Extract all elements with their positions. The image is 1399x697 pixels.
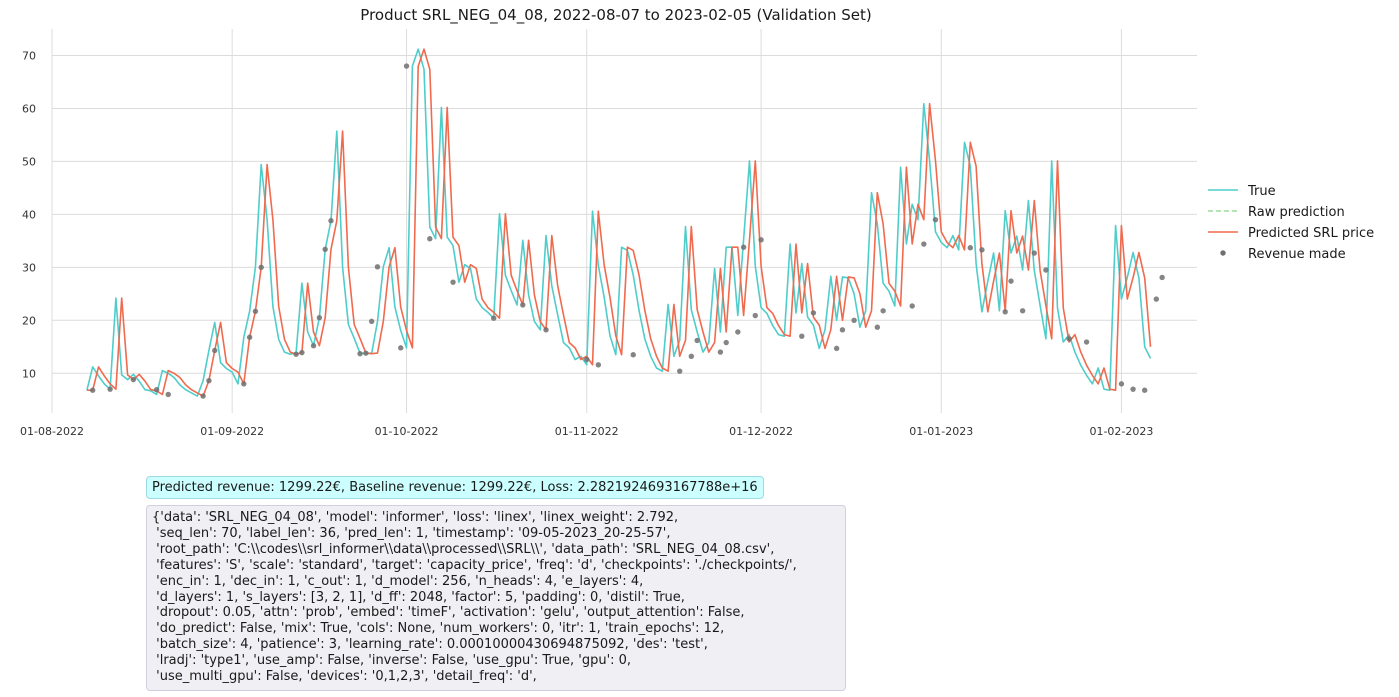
revenue-point [1031, 250, 1037, 256]
revenue-point [299, 349, 305, 356]
revenue-point [374, 264, 381, 270]
revenue-point [212, 347, 218, 354]
price-chart: 10 20 30 40 50 60 70 01-08-2022 01-09-2022 01-10-… [20, 29, 1374, 438]
revenue-point [1141, 387, 1148, 393]
revenue-point [543, 327, 549, 333]
revenue-point [368, 318, 375, 325]
revenue-point [153, 386, 160, 393]
revenue-point [752, 312, 758, 319]
revenue-point [1118, 381, 1125, 387]
revenue-point [688, 353, 695, 360]
revenue-point [398, 345, 404, 351]
revenue-point [979, 247, 985, 253]
revenue-point [799, 333, 805, 339]
revenue-point [1043, 267, 1049, 273]
revenue-point [1066, 336, 1072, 342]
revenue-point [363, 350, 369, 356]
revenue-point [1130, 386, 1136, 392]
revenue-point [1159, 274, 1165, 281]
revenue-point [723, 339, 729, 346]
revenue-point [450, 279, 456, 285]
legend: True Raw prediction Predicted SRL price Rev… [1208, 184, 1374, 262]
revenue-point [246, 334, 253, 340]
axis-ticks: 10 20 30 40 50 60 70 01-08-2022 01-09-2022 01-10-… [20, 49, 1153, 438]
x-tick-label: 01-02-2023 [1089, 425, 1153, 438]
revenue-point [403, 63, 410, 69]
revenue-point [839, 327, 846, 333]
revenue-point [293, 351, 299, 357]
legend-marker-3 [1220, 250, 1226, 256]
x-tick-label: 01-08-2022 [20, 425, 84, 438]
revenue-point [740, 244, 747, 250]
revenue-point [1002, 309, 1008, 315]
revenue-point [677, 368, 683, 374]
revenue-point [328, 218, 334, 224]
revenue-point [130, 376, 137, 383]
revenue-point [322, 246, 328, 253]
x-tick-label: 01-01-2023 [909, 425, 973, 438]
revenue-point [595, 362, 602, 368]
chart-title: Product SRL_NEG_04_08, 2022-08-07 to 202… [360, 6, 872, 24]
x-tick-label: 01-10-2022 [375, 425, 439, 438]
x-tick-label: 01-11-2022 [555, 425, 619, 438]
y-tick-label: 10 [22, 367, 36, 380]
revenue-point [909, 303, 915, 309]
revenue-point [89, 387, 96, 393]
revenue-point [921, 241, 927, 247]
revenue-point [630, 352, 636, 358]
revenue-point [491, 315, 497, 321]
revenue-point [206, 377, 212, 384]
x-tick-label: 01-09-2022 [200, 425, 264, 438]
legend-label: Revenue made [1248, 247, 1346, 262]
y-tick-label: 40 [22, 208, 36, 221]
revenue-point [316, 314, 323, 321]
revenue-point [1008, 278, 1014, 284]
legend-label: Predicted SRL price [1248, 226, 1374, 241]
y-tick-label: 60 [22, 102, 36, 115]
revenue-point [833, 345, 840, 352]
y-tick-label: 20 [22, 314, 36, 327]
revenue-point [735, 329, 741, 335]
revenue-point [880, 308, 886, 314]
legend-label: True [1247, 184, 1276, 199]
model-config-box: {'data': 'SRL_NEG_04_08', 'model': 'info… [146, 505, 846, 691]
series-group [86, 48, 1165, 399]
revenue-point [694, 337, 700, 344]
revenue-summary-box: Predicted revenue: 1299.22€, Baseline re… [146, 476, 764, 499]
x-tick-label: 01-12-2022 [729, 425, 793, 438]
y-tick-label: 30 [22, 261, 36, 274]
revenue-point [758, 237, 764, 243]
revenue-point [258, 264, 264, 271]
revenue-point [241, 381, 247, 387]
revenue-point [252, 308, 259, 315]
revenue-point [1083, 339, 1090, 345]
revenue-point [427, 236, 433, 242]
revenue-point [107, 386, 113, 392]
revenue-point [165, 391, 171, 398]
legend-label: Raw prediction [1248, 205, 1345, 220]
revenue-point [1019, 308, 1026, 314]
revenue-point [967, 245, 974, 251]
revenue-point [874, 324, 881, 330]
grid [51, 29, 1197, 413]
revenue-point [1153, 296, 1160, 302]
revenue-point [200, 393, 206, 399]
revenue-point [810, 310, 817, 316]
revenue-point [357, 350, 363, 357]
revenue-point [851, 317, 857, 324]
revenue-point [717, 349, 724, 355]
revenue-point [310, 343, 317, 349]
predicted-srl-price-line [86, 48, 1152, 397]
revenue-point [584, 356, 590, 363]
true-series-line [86, 48, 1152, 397]
y-tick-label: 70 [22, 49, 36, 62]
revenue-point [520, 302, 526, 308]
revenue-point [932, 216, 939, 223]
y-tick-label: 50 [22, 155, 36, 168]
